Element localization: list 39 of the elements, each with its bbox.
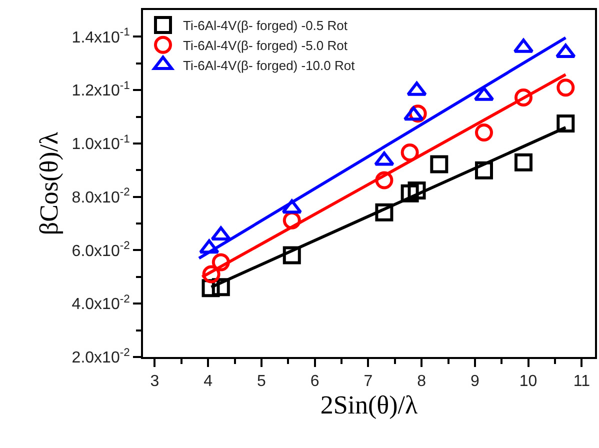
point: [408, 181, 426, 200]
point: [202, 265, 220, 284]
x-tick-label: 9: [470, 373, 480, 390]
x-tick-label: 6: [310, 373, 320, 390]
point: [406, 82, 427, 96]
point: [475, 161, 493, 180]
y-tick-label: 8.0x10$^{-2}$: [72, 186, 130, 206]
y-tick-label: 2.0x10$^{-2}$: [72, 346, 130, 367]
y-axis-title: βCos(θ)/λ: [34, 131, 64, 236]
x-tick-label: 8: [417, 373, 426, 390]
point: [375, 171, 394, 190]
point: [514, 88, 532, 107]
legend-label: Ti-6Al-4V(β- forged) -5.0 Rot: [183, 38, 348, 53]
point: [400, 144, 419, 162]
y-tick-label: 1.4x10$^{-1}$: [72, 26, 130, 46]
point: [282, 246, 301, 264]
x-tick-label: 3: [150, 373, 160, 390]
point: [475, 124, 493, 142]
point: [403, 106, 424, 121]
x-tick-label: 7: [364, 373, 373, 390]
x-tick-label: 4: [204, 373, 213, 390]
point: [556, 78, 575, 97]
y-tick-label: 1.2x10$^{-1}$: [72, 80, 130, 100]
point: [556, 114, 575, 132]
legend-label: Ti-6Al-4V(β- forged) -0.5 Rot: [183, 18, 348, 34]
legend-label: Ti-6Al-4V(β- forged) -10.0 Rot: [183, 58, 356, 73]
point: [374, 152, 394, 166]
x-tick-label: 10: [519, 373, 538, 390]
y-tick-label: 6.0x10$^{-2}$: [72, 240, 130, 260]
point: [375, 203, 394, 222]
y-tick-label: 4.0x10$^{-2}$: [72, 294, 130, 314]
point: [430, 155, 448, 174]
x-tick-label: 5: [257, 373, 266, 390]
y-tick-label: 1.0x10$^{-1}$: [72, 133, 130, 154]
x-axis-title: 2Sin(θ)/λ: [320, 390, 418, 420]
point: [514, 153, 532, 172]
point: [212, 253, 230, 272]
point: [400, 184, 419, 202]
x-tick-label: 11: [573, 373, 590, 390]
